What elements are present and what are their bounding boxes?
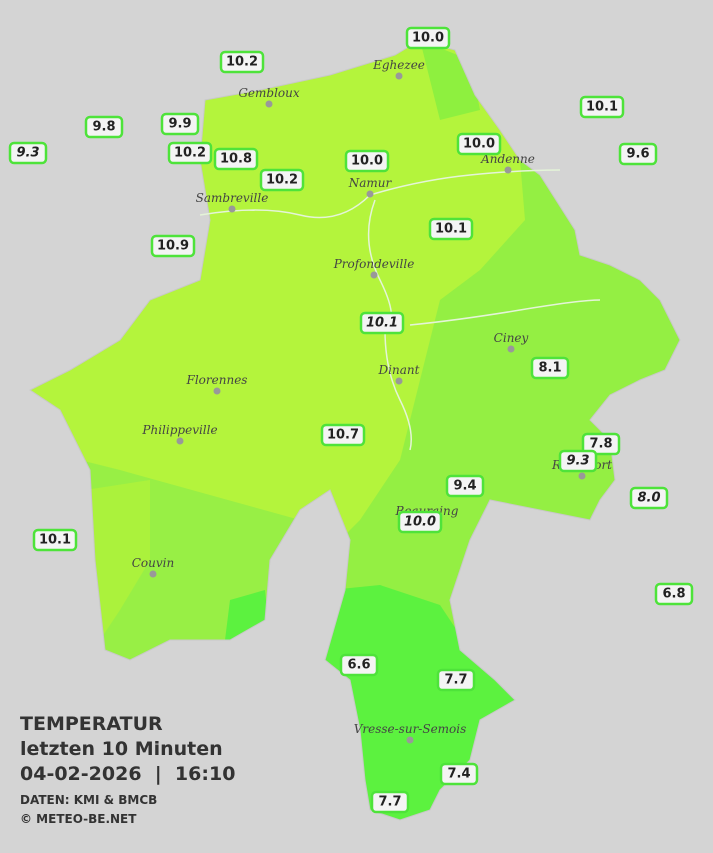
station-box: [344, 149, 390, 173]
station-box: [339, 653, 379, 677]
station-value: 7.8: [589, 437, 612, 452]
station-value: 9.3: [16, 146, 39, 161]
station-value: 10.1: [366, 316, 398, 331]
station-box: [167, 141, 213, 165]
city-label: Eghezee: [372, 58, 425, 72]
city-label: Profondeville: [333, 257, 415, 271]
city-dot: [395, 72, 403, 80]
stations: 10.0 10.2 10.1 9.8 9.9 9.3 10.2 10.8 10.2 10.0 10.…: [8, 26, 694, 814]
station-value: 7.4: [447, 767, 470, 782]
legend-date: 04-02-2026 | 16:10: [20, 763, 235, 785]
city-dot: [228, 205, 236, 213]
city-label: Namur: [348, 176, 393, 190]
station-value: 10.1: [39, 533, 71, 548]
city-dot: [149, 570, 157, 578]
city-dot: [370, 271, 378, 279]
station-box: [219, 50, 265, 74]
city-dot: [265, 100, 273, 108]
station-box: [259, 168, 305, 192]
station-box: [405, 26, 451, 50]
station-value: 10.1: [586, 100, 618, 115]
city-label: Andenne: [480, 152, 535, 166]
station-value: 8.1: [538, 361, 561, 376]
station-value: 9.6: [626, 147, 649, 162]
city-dot: [406, 736, 414, 744]
station-value: 10.9: [157, 239, 189, 254]
station-value: 10.0: [412, 31, 444, 46]
station-box: [370, 790, 410, 814]
station-value: 9.9: [168, 117, 191, 132]
city-label: Philippeville: [141, 423, 217, 437]
city-label: Florennes: [186, 373, 248, 387]
station-box: [84, 115, 124, 139]
station-value: 10.0: [404, 515, 436, 530]
city-dot: [366, 190, 374, 198]
station-value: 7.7: [444, 673, 467, 688]
station-box: [436, 668, 476, 692]
station-box: [581, 432, 621, 456]
station-value: 10.2: [226, 55, 258, 70]
city-label: Vresse-sur-Semois: [354, 722, 467, 736]
station-value: 6.6: [347, 658, 370, 673]
city-label: Sambreville: [196, 191, 269, 205]
station-value: 10.1: [435, 222, 467, 237]
city-label: Ciney: [494, 331, 529, 345]
station-value: 6.8: [662, 587, 685, 602]
legend-period: letzten 10 Minuten: [20, 738, 223, 760]
legend-copyright: © METEO-BE.NET: [20, 812, 137, 826]
city-dot: [578, 472, 586, 480]
station-value: 7.7: [378, 795, 401, 810]
station-box: [558, 449, 598, 473]
city-label: Couvin: [132, 556, 174, 570]
legend-title: TEMPERATUR: [20, 713, 163, 735]
station-box: [530, 356, 570, 380]
city-dot: [507, 345, 515, 353]
city-dot: [213, 387, 221, 395]
station-box: [397, 510, 443, 534]
station-value: 10.2: [266, 173, 298, 188]
station-box: [456, 132, 502, 156]
station-value: 10.0: [463, 137, 495, 152]
station-value: 9.8: [92, 120, 115, 135]
station-value: 8.0: [637, 491, 660, 506]
city-dot: [504, 166, 512, 174]
station-value: 10.0: [351, 154, 383, 169]
station-box: [8, 141, 48, 165]
station-value: 10.8: [220, 152, 252, 167]
city-label: Gembloux: [238, 86, 300, 100]
city-dot: [395, 377, 403, 385]
station-box: [160, 112, 200, 136]
station-box: [654, 582, 694, 606]
station-box: [579, 95, 625, 119]
station-value: 10.7: [327, 428, 359, 443]
station-box: [32, 528, 78, 552]
station-value: 9.4: [453, 479, 476, 494]
legend-source: DATEN: KMI & BMCB: [20, 793, 157, 807]
station-value: 10.2: [174, 146, 206, 161]
station-box: [439, 762, 479, 786]
station-value: 9.3: [566, 454, 589, 469]
station-box: [618, 142, 658, 166]
city-label: Dinant: [378, 363, 420, 377]
station-box: [359, 311, 405, 335]
station-box: [629, 486, 669, 510]
station-box: [150, 234, 196, 258]
station-box: [445, 474, 485, 498]
station-box: [213, 147, 259, 171]
station-box: [428, 217, 474, 241]
city-dot: [176, 437, 184, 445]
station-box: [320, 423, 366, 447]
